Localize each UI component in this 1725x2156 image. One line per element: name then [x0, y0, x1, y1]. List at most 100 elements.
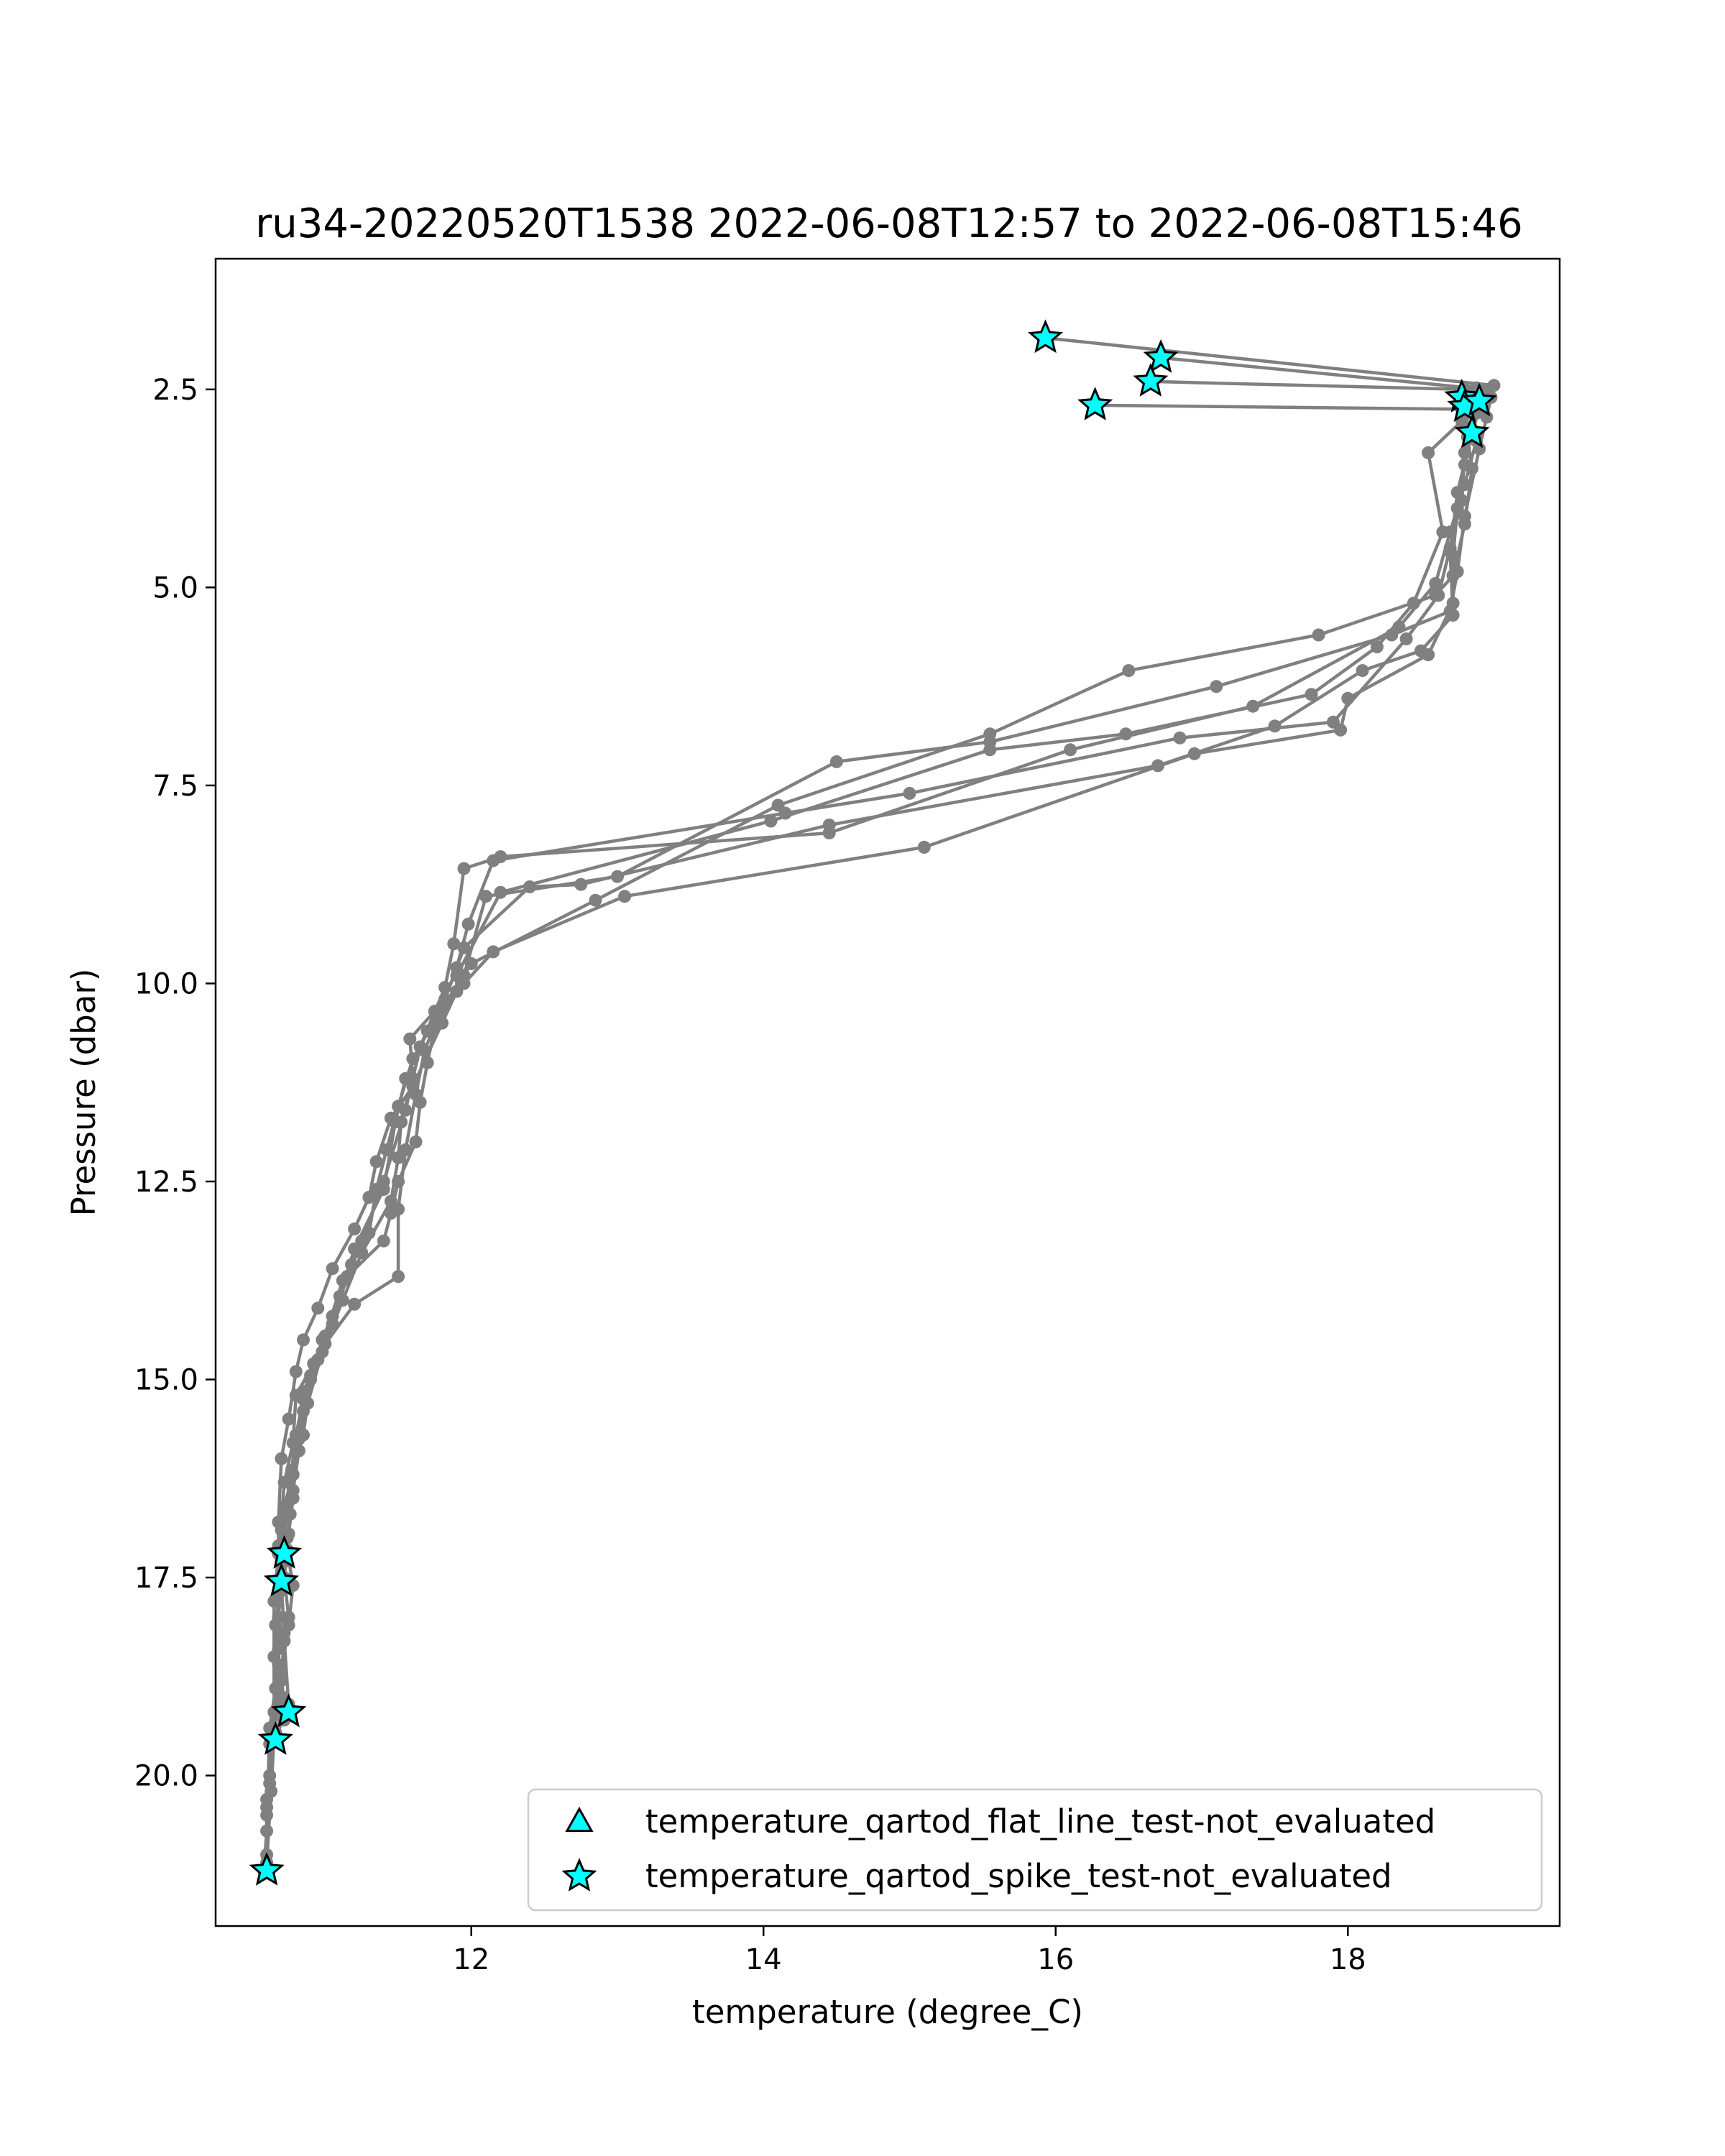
plot-frame	[214, 257, 1561, 1927]
data-point	[764, 814, 778, 828]
x-tick-label: 16	[1037, 1943, 1074, 1976]
data-point	[436, 1000, 449, 1014]
data-point	[277, 1475, 291, 1489]
data-point	[1173, 731, 1187, 745]
x-axis-label: temperature (degree_C)	[692, 1993, 1083, 2031]
y-tick-label: 10.0	[134, 967, 198, 1000]
data-point	[487, 854, 500, 867]
data-point	[1187, 747, 1201, 760]
data-point	[369, 1155, 383, 1169]
data-point	[450, 961, 464, 975]
data-point	[362, 1226, 376, 1240]
legend-label: temperature_qartod_flat_line_test-not_ev…	[645, 1802, 1435, 1841]
data-point	[285, 1464, 298, 1478]
spike-flag-marker	[249, 1852, 285, 1886]
x-tick-label: 12	[453, 1943, 489, 1976]
data-point	[464, 957, 478, 970]
data-point	[487, 945, 500, 959]
data-point	[282, 1412, 295, 1426]
data-point	[822, 826, 836, 839]
y-tick-label: 2.5	[152, 374, 198, 407]
data-point	[1455, 494, 1468, 507]
legend: temperature_qartod_flat_line_test-not_ev…	[527, 1788, 1543, 1912]
data-point	[282, 1618, 295, 1632]
data-point	[494, 885, 507, 899]
legend-star-icon	[561, 1858, 597, 1892]
data-point	[829, 755, 843, 768]
data-point	[1122, 664, 1136, 678]
data-point	[297, 1333, 310, 1347]
data-point	[778, 806, 792, 820]
data-point	[403, 1032, 417, 1046]
y-tick-label: 7.5	[152, 770, 198, 803]
data-point	[479, 890, 492, 903]
data-point	[275, 1452, 288, 1465]
data-point	[1422, 446, 1435, 459]
flag-layer	[249, 319, 1497, 1886]
series-line	[264, 387, 1481, 1855]
data-point	[311, 1353, 325, 1366]
data-point	[1392, 620, 1406, 634]
data-point	[406, 1072, 420, 1085]
spike-flag-marker	[1454, 414, 1490, 448]
data-point	[1326, 715, 1340, 729]
data-point	[272, 1642, 285, 1656]
data-point	[917, 840, 931, 854]
chart-title: ru34-20220520T1538 2022-06-08T12:57 to 2…	[255, 201, 1522, 247]
y-tick-label: 17.5	[134, 1562, 198, 1595]
data-point	[1446, 596, 1460, 610]
data-point	[348, 1297, 362, 1311]
data-point	[1356, 664, 1369, 678]
data-point	[380, 1143, 393, 1156]
data-point	[384, 1194, 397, 1208]
data-point	[1210, 680, 1223, 694]
y-tick-label: 12.5	[134, 1166, 198, 1199]
data-point	[348, 1222, 362, 1236]
data-point	[457, 977, 471, 990]
data-point	[1246, 699, 1260, 713]
data-point	[1064, 743, 1077, 757]
data-point	[369, 1183, 383, 1196]
data-point	[1432, 589, 1445, 602]
data-point	[574, 877, 588, 891]
data-point	[447, 937, 461, 951]
data-point	[523, 880, 536, 893]
data-point	[326, 1309, 339, 1323]
data-point	[1399, 632, 1413, 645]
data-point	[311, 1302, 325, 1315]
data-point	[392, 1151, 405, 1164]
data-point	[1305, 688, 1318, 701]
y-tick-label: 15.0	[134, 1364, 198, 1397]
x-axis-ticks: 12 14 16 18	[453, 1926, 1366, 1976]
data-point	[1429, 576, 1443, 590]
data-point	[406, 1052, 420, 1066]
data-point	[392, 1270, 405, 1284]
data-point	[409, 1135, 423, 1148]
data-point	[1422, 648, 1435, 662]
data-point	[377, 1234, 390, 1248]
y-tick-label: 5.0	[152, 571, 198, 604]
data-point	[1480, 410, 1494, 424]
data-point	[297, 1393, 310, 1406]
data-point	[1312, 628, 1325, 642]
data-point	[326, 1262, 339, 1276]
spike-flag-marker	[1027, 319, 1064, 354]
data-point	[461, 917, 475, 931]
spike-flag-marker	[1133, 362, 1169, 397]
spike-flag-marker	[271, 1693, 307, 1728]
spike-flag-marker	[1143, 338, 1179, 373]
legend-label: temperature_qartod_spike_test-not_evalua…	[645, 1857, 1392, 1895]
y-axis-label: Pressure (dbar)	[65, 969, 103, 1217]
spike-flag-marker	[263, 1562, 300, 1597]
data-point	[1458, 446, 1471, 459]
y-axis-ticks: 2.5 5.0 7.5 10.0 12.5 15.0 17.5 20.0	[134, 374, 216, 1793]
data-point	[279, 1511, 293, 1525]
spike-flag-marker	[257, 1721, 293, 1755]
spike-flag-marker	[1461, 382, 1497, 417]
data-point	[260, 1800, 274, 1814]
x-tick-label: 18	[1330, 1943, 1366, 1976]
data-point	[1370, 640, 1384, 653]
data-point	[409, 1087, 423, 1101]
data-point	[392, 1100, 405, 1113]
